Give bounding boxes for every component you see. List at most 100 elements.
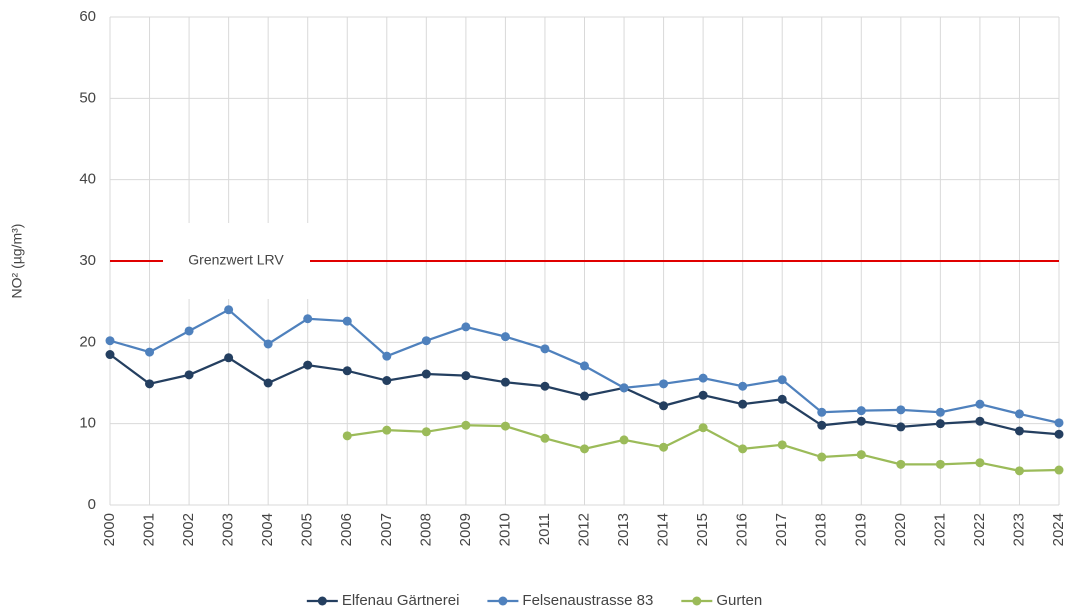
data-point (303, 360, 313, 370)
x-tick-label: 2006 (338, 513, 355, 546)
data-point (145, 379, 155, 389)
reference-label: Grenzwert LRV (188, 252, 284, 268)
data-point (698, 373, 708, 383)
legend-marker (317, 596, 327, 606)
data-point (856, 416, 866, 426)
x-tick-label: 2008 (417, 513, 434, 546)
data-point (500, 377, 510, 387)
x-tick-label: 2017 (773, 513, 790, 546)
x-tick-label: 2024 (1050, 513, 1067, 546)
x-tick-label: 2003 (220, 513, 237, 546)
data-point (382, 425, 392, 435)
data-point (342, 316, 352, 326)
data-point (105, 350, 115, 360)
x-tick-label: 2001 (141, 513, 158, 546)
data-point (342, 431, 352, 441)
data-point (1014, 466, 1024, 476)
data-point (817, 407, 827, 417)
data-point (580, 361, 589, 371)
x-tick-label: 2004 (259, 513, 276, 546)
data-point (659, 379, 669, 389)
data-point (619, 435, 629, 445)
x-tick-label: 2016 (734, 513, 751, 546)
y-tick-label: 20 (79, 333, 96, 350)
x-tick-label: 2020 (892, 513, 909, 546)
data-point (263, 339, 273, 349)
x-tick-label: 2018 (813, 513, 830, 546)
data-point (303, 314, 313, 324)
data-point (659, 442, 669, 452)
x-tick-label: 2023 (1010, 513, 1027, 546)
y-tick-label: 50 (79, 89, 96, 106)
data-point (224, 353, 234, 363)
data-point (1014, 426, 1024, 436)
data-point (105, 336, 115, 346)
data-point (580, 444, 589, 454)
data-point (659, 401, 669, 411)
data-point (738, 399, 748, 409)
data-point (461, 322, 471, 332)
legend-label: Felsenaustrasse 83 (522, 592, 653, 609)
data-point (540, 433, 550, 443)
data-point (856, 406, 866, 416)
x-tick-label: 2002 (180, 513, 197, 546)
data-point (738, 444, 748, 454)
data-point (184, 370, 194, 380)
data-point (500, 421, 510, 431)
data-point (856, 450, 866, 460)
data-point (935, 419, 945, 429)
x-tick-label: 2014 (655, 513, 672, 546)
data-point (817, 420, 827, 430)
x-tick-label: 2013 (615, 513, 632, 546)
x-tick-label: 2015 (694, 513, 711, 546)
x-tick-label: 2009 (457, 513, 474, 546)
data-point (540, 344, 550, 354)
data-point (461, 420, 471, 430)
legend-label: Elfenau Gärtnerei (342, 592, 460, 609)
y-tick-label: 60 (79, 8, 96, 25)
y-tick-label: 30 (79, 252, 96, 269)
data-point (777, 394, 787, 404)
data-point (1014, 409, 1024, 419)
legend-label: Gurten (716, 592, 762, 609)
data-point (540, 381, 550, 391)
data-point (698, 423, 708, 433)
data-point (975, 416, 985, 426)
data-point (896, 405, 906, 415)
x-tick-label: 2019 (852, 513, 869, 546)
data-point (896, 459, 906, 469)
data-point (777, 440, 787, 450)
legend-marker (498, 596, 508, 606)
data-point (145, 347, 155, 357)
data-point (500, 332, 510, 342)
data-point (935, 459, 945, 469)
data-point (342, 366, 352, 376)
data-point (184, 326, 194, 336)
data-point (777, 375, 787, 385)
data-point (382, 376, 392, 386)
x-tick-label: 2022 (971, 513, 988, 546)
y-tick-label: 10 (79, 415, 96, 432)
data-point (1054, 465, 1064, 475)
data-point (975, 458, 985, 468)
data-point (461, 371, 471, 381)
data-point (619, 383, 629, 393)
legend-marker (692, 596, 702, 606)
data-point (698, 390, 708, 400)
x-tick-label: 2010 (496, 513, 513, 546)
data-point (580, 391, 589, 401)
x-tick-label: 2000 (101, 513, 118, 546)
data-point (817, 452, 827, 462)
data-point (421, 336, 431, 346)
y-tick-label: 40 (79, 171, 96, 188)
data-point (975, 399, 985, 409)
y-tick-label: 0 (88, 496, 96, 513)
data-point (263, 378, 273, 388)
data-point (896, 422, 906, 432)
x-tick-label: 2011 (536, 513, 553, 545)
data-point (421, 369, 431, 379)
data-point (421, 427, 431, 437)
label-box (163, 223, 310, 299)
y-axis-label: NO² (µg/m³) (9, 224, 25, 299)
data-point (1054, 418, 1064, 428)
